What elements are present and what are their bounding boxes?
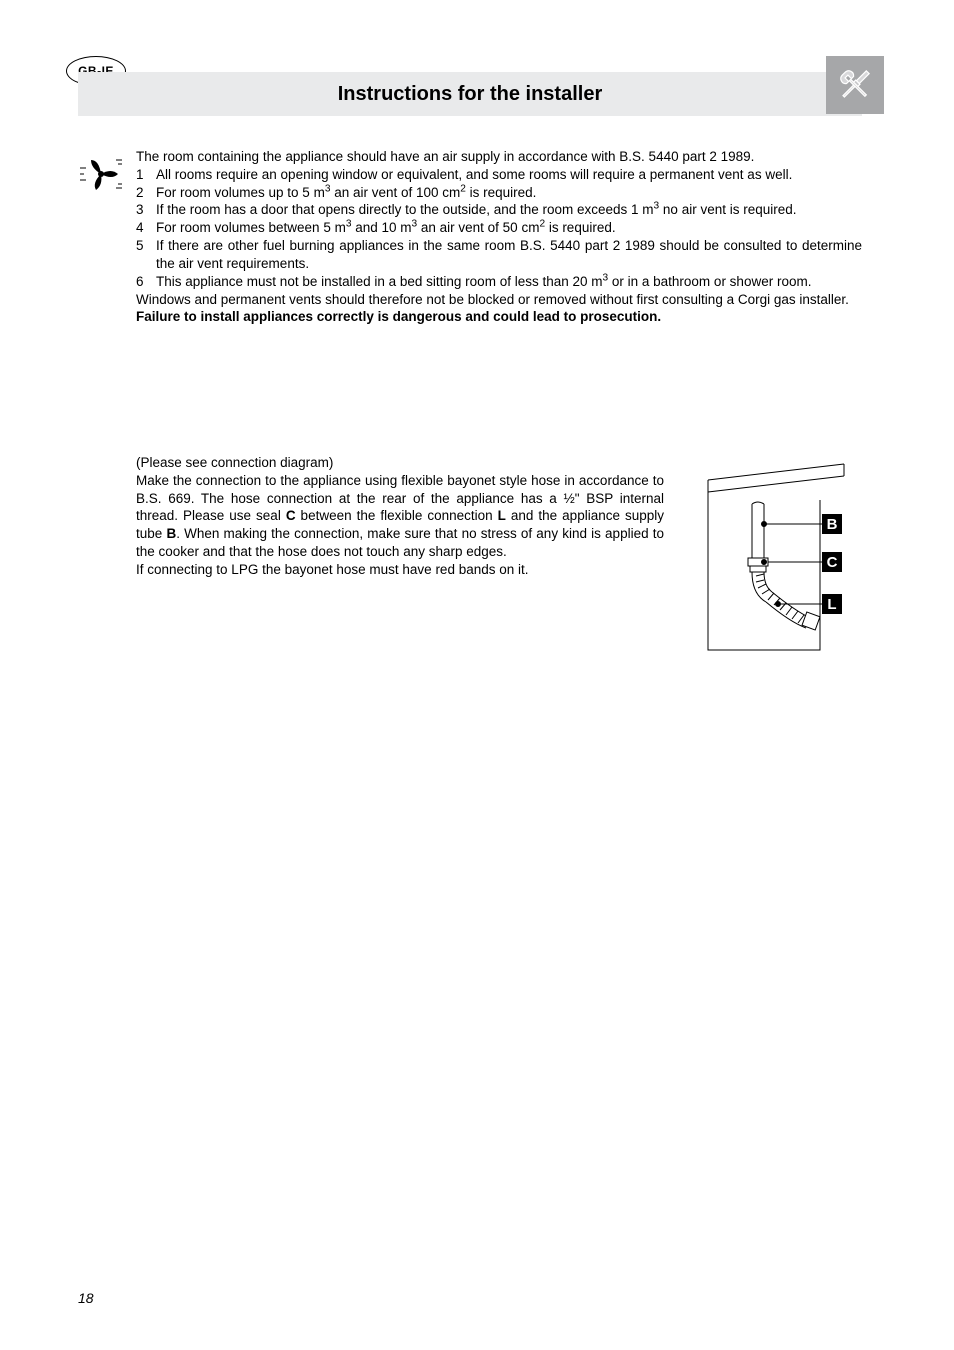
- connection-diagram: B C L: [694, 454, 862, 659]
- connection-text: (Please see connection diagram) Make the…: [136, 454, 664, 579]
- list-num: 5: [136, 237, 156, 273]
- connection-body: Make the connection to the appliance usi…: [136, 472, 664, 561]
- warning-text: Failure to install appliances correctly …: [136, 308, 862, 326]
- main-content: The room containing the appliance should…: [136, 148, 862, 326]
- diagram-label-c: C: [827, 554, 838, 571]
- list-item: 1 All rooms require an opening window or…: [136, 166, 862, 184]
- list-num: 1: [136, 166, 156, 184]
- after-list-text: Windows and permanent vents should there…: [136, 291, 862, 309]
- tools-icon: [826, 56, 884, 114]
- requirements-list: 1 All rooms require an opening window or…: [136, 166, 862, 291]
- list-item: 4 For room volumes between 5 m3 and 10 m…: [136, 219, 862, 237]
- list-num: 4: [136, 219, 156, 237]
- list-text: This appliance must not be installed in …: [156, 273, 862, 291]
- list-item: 2 For room volumes up to 5 m3 an air ven…: [136, 184, 862, 202]
- list-num: 3: [136, 201, 156, 219]
- header-bar: Instructions for the installer: [78, 72, 862, 116]
- page-number: 18: [78, 1290, 94, 1306]
- list-item: 3 If the room has a door that opens dire…: [136, 201, 862, 219]
- list-num: 6: [136, 273, 156, 291]
- list-item: 6 This appliance must not be installed i…: [136, 273, 862, 291]
- diagram-note: (Please see connection diagram): [136, 454, 664, 472]
- page-title: Instructions for the installer: [338, 83, 602, 106]
- list-text: All rooms require an opening window or e…: [156, 166, 862, 184]
- list-text: For room volumes between 5 m3 and 10 m3 …: [156, 219, 862, 237]
- list-item: 5 If there are other fuel burning applia…: [136, 237, 862, 273]
- list-text: If there are other fuel burning applianc…: [156, 237, 862, 273]
- list-num: 2: [136, 184, 156, 202]
- list-text: For room volumes up to 5 m3 an air vent …: [156, 184, 862, 202]
- fan-icon: [78, 150, 124, 196]
- intro-text: The room containing the appliance should…: [136, 148, 862, 166]
- connection-section: (Please see connection diagram) Make the…: [136, 454, 862, 659]
- list-text: If the room has a door that opens direct…: [156, 201, 862, 219]
- lpg-note: If connecting to LPG the bayonet hose mu…: [136, 561, 664, 579]
- diagram-label-b: B: [827, 516, 838, 533]
- diagram-label-l: L: [827, 596, 836, 613]
